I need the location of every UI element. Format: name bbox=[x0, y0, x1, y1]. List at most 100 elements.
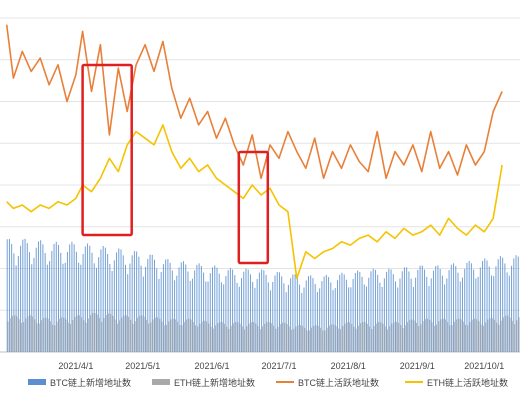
eth-new-bar bbox=[317, 325, 319, 352]
btc-new-bar bbox=[138, 256, 140, 352]
eth-new-bar bbox=[230, 325, 232, 352]
eth-new-bar bbox=[29, 315, 31, 352]
btc-new-bar bbox=[13, 253, 15, 352]
eth-new-bar bbox=[500, 320, 502, 352]
btc-new-bar bbox=[278, 272, 280, 352]
eth-new-bar bbox=[69, 324, 71, 352]
eth-new-bar bbox=[333, 324, 335, 352]
btc-new-bar bbox=[348, 287, 350, 352]
eth-new-bar bbox=[110, 313, 112, 352]
btc-new-bar bbox=[294, 274, 296, 352]
btc-new-bar bbox=[363, 284, 365, 352]
eth-new-bar bbox=[415, 322, 417, 352]
eth-new-bar bbox=[127, 316, 129, 352]
btc-new-bar bbox=[183, 261, 184, 352]
btc-new-bar bbox=[29, 252, 31, 352]
btc-new-bar bbox=[89, 245, 91, 352]
btc-new-bar bbox=[341, 272, 343, 352]
x-tick-label: 2021/9/1 bbox=[400, 361, 435, 371]
highlight-boxes-layer bbox=[81, 63, 270, 265]
btc-new-bar bbox=[337, 280, 338, 352]
eth-new-bar bbox=[159, 318, 161, 352]
eth-new-bar bbox=[197, 326, 199, 352]
btc-new-bar bbox=[223, 284, 225, 352]
eth-new-bar bbox=[192, 321, 194, 352]
eth-new-bar bbox=[188, 318, 190, 352]
eth-new-bar bbox=[105, 315, 107, 352]
eth-new-bar bbox=[201, 321, 203, 352]
eth-new-bar bbox=[161, 321, 163, 352]
btc-new-bar bbox=[238, 286, 240, 352]
btc-new-bar bbox=[497, 259, 499, 352]
btc-new-bar bbox=[203, 272, 205, 352]
eth-new-bar bbox=[264, 323, 266, 352]
btc-new-bar bbox=[229, 267, 231, 352]
btc-new-bar bbox=[368, 277, 370, 352]
eth-new-bar bbox=[456, 319, 458, 352]
eth-new-bar bbox=[67, 322, 69, 352]
eth-new-bar bbox=[364, 322, 366, 352]
eth-new-bar bbox=[210, 326, 212, 352]
btc-new-bar bbox=[156, 268, 158, 352]
x-tick-label: 2021/6/1 bbox=[194, 361, 229, 371]
eth-new-bar bbox=[346, 322, 348, 352]
eth-new-bar bbox=[496, 322, 498, 352]
eth-new-bar bbox=[165, 324, 167, 352]
eth-new-bar bbox=[431, 322, 433, 352]
btc-new-bar bbox=[254, 287, 256, 352]
eth-new-bar bbox=[255, 323, 257, 352]
btc-new-bar bbox=[252, 281, 254, 352]
btc-new-bar bbox=[473, 269, 475, 352]
eth-new-bar bbox=[413, 320, 415, 352]
btc-new-bar bbox=[450, 264, 452, 352]
btc-new-bar bbox=[75, 251, 77, 352]
btc-new-legend-swatch bbox=[28, 379, 46, 385]
eth-new-bar bbox=[429, 319, 431, 352]
eth-new-bar bbox=[348, 322, 350, 352]
eth-new-bar bbox=[351, 324, 353, 352]
btc-new-bar bbox=[406, 267, 408, 352]
eth-new-bar bbox=[507, 315, 509, 352]
btc-new-bar bbox=[307, 276, 309, 352]
btc-new-bar bbox=[490, 275, 492, 352]
eth-new-bar bbox=[83, 320, 85, 352]
btc-new-bar bbox=[377, 274, 379, 352]
eth-new-bar bbox=[163, 325, 165, 352]
btc-new-bar bbox=[379, 282, 381, 352]
eth-new-bar bbox=[136, 317, 138, 352]
btc-new-bar bbox=[180, 262, 182, 352]
eth-new-bar bbox=[384, 326, 386, 352]
btc-new-bar bbox=[245, 268, 247, 352]
eth-new-bar bbox=[170, 319, 172, 352]
eth-new-bar bbox=[208, 323, 210, 352]
btc-new-bar bbox=[185, 264, 187, 352]
btc-new-bar bbox=[316, 291, 318, 352]
btc-new-bar bbox=[100, 249, 102, 352]
btc-new-bar bbox=[352, 279, 354, 352]
btc-new-bar bbox=[60, 252, 62, 352]
eth-new-bar bbox=[297, 325, 299, 352]
btc-new-bar bbox=[227, 270, 229, 352]
btc-new-bar bbox=[281, 276, 283, 352]
eth-new-bar bbox=[54, 325, 56, 352]
eth-new-bar bbox=[509, 317, 511, 352]
eth-new-bar bbox=[47, 318, 49, 352]
btc-new-bar bbox=[517, 256, 519, 352]
btc-new-bar bbox=[232, 269, 234, 352]
eth-new-bar bbox=[433, 325, 435, 352]
btc-new-bar bbox=[55, 241, 57, 352]
btc-new-bar bbox=[33, 257, 35, 352]
eth-new-bar bbox=[203, 320, 205, 352]
btc-new-bar bbox=[475, 278, 477, 352]
eth-new-bar bbox=[418, 326, 420, 352]
eth-new-bar bbox=[308, 330, 310, 352]
btc-new-bar bbox=[178, 267, 180, 352]
btc-new-bar bbox=[408, 271, 410, 352]
eth-new-bar bbox=[476, 319, 478, 352]
eth-new-bar bbox=[85, 322, 87, 352]
btc-new-bar bbox=[53, 243, 55, 352]
eth-new-bar bbox=[239, 323, 241, 352]
eth-new-bar bbox=[277, 326, 279, 352]
